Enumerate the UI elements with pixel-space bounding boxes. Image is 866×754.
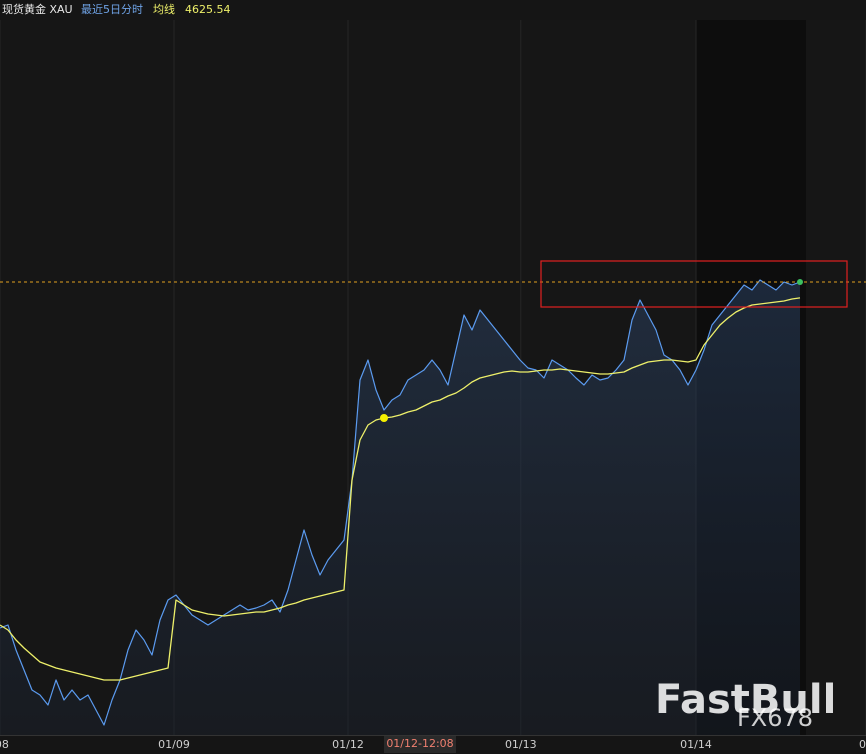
chart-subtitle: 最近5日分时 xyxy=(81,3,143,16)
highlight-box xyxy=(540,260,848,308)
crosshair-dot xyxy=(380,414,388,422)
average-line xyxy=(0,297,801,681)
last-price-dot xyxy=(797,279,803,285)
x-tick-label: 01/12 xyxy=(332,738,364,751)
watermark: FastBull xyxy=(655,677,836,723)
x-tick-label: 01/13 xyxy=(505,738,537,751)
crosshair-label: 01/12-12:08 xyxy=(386,737,453,750)
price-area xyxy=(0,280,800,735)
avg-value: 4625.54 xyxy=(185,3,231,16)
crosshair-label-bg xyxy=(384,736,456,753)
watermark-sub: FX678 xyxy=(737,704,813,732)
chart-title: 现货黄金 XAU xyxy=(2,2,73,16)
x-tick-label: 01/14 xyxy=(680,738,712,751)
x-tick-label: 01/09 xyxy=(158,738,190,751)
price-line xyxy=(0,279,801,726)
x-tick-label: 01 xyxy=(859,738,866,751)
avg-label: 均线 xyxy=(153,2,175,16)
plot xyxy=(0,20,866,735)
x-tick-label: /08 xyxy=(0,738,9,751)
